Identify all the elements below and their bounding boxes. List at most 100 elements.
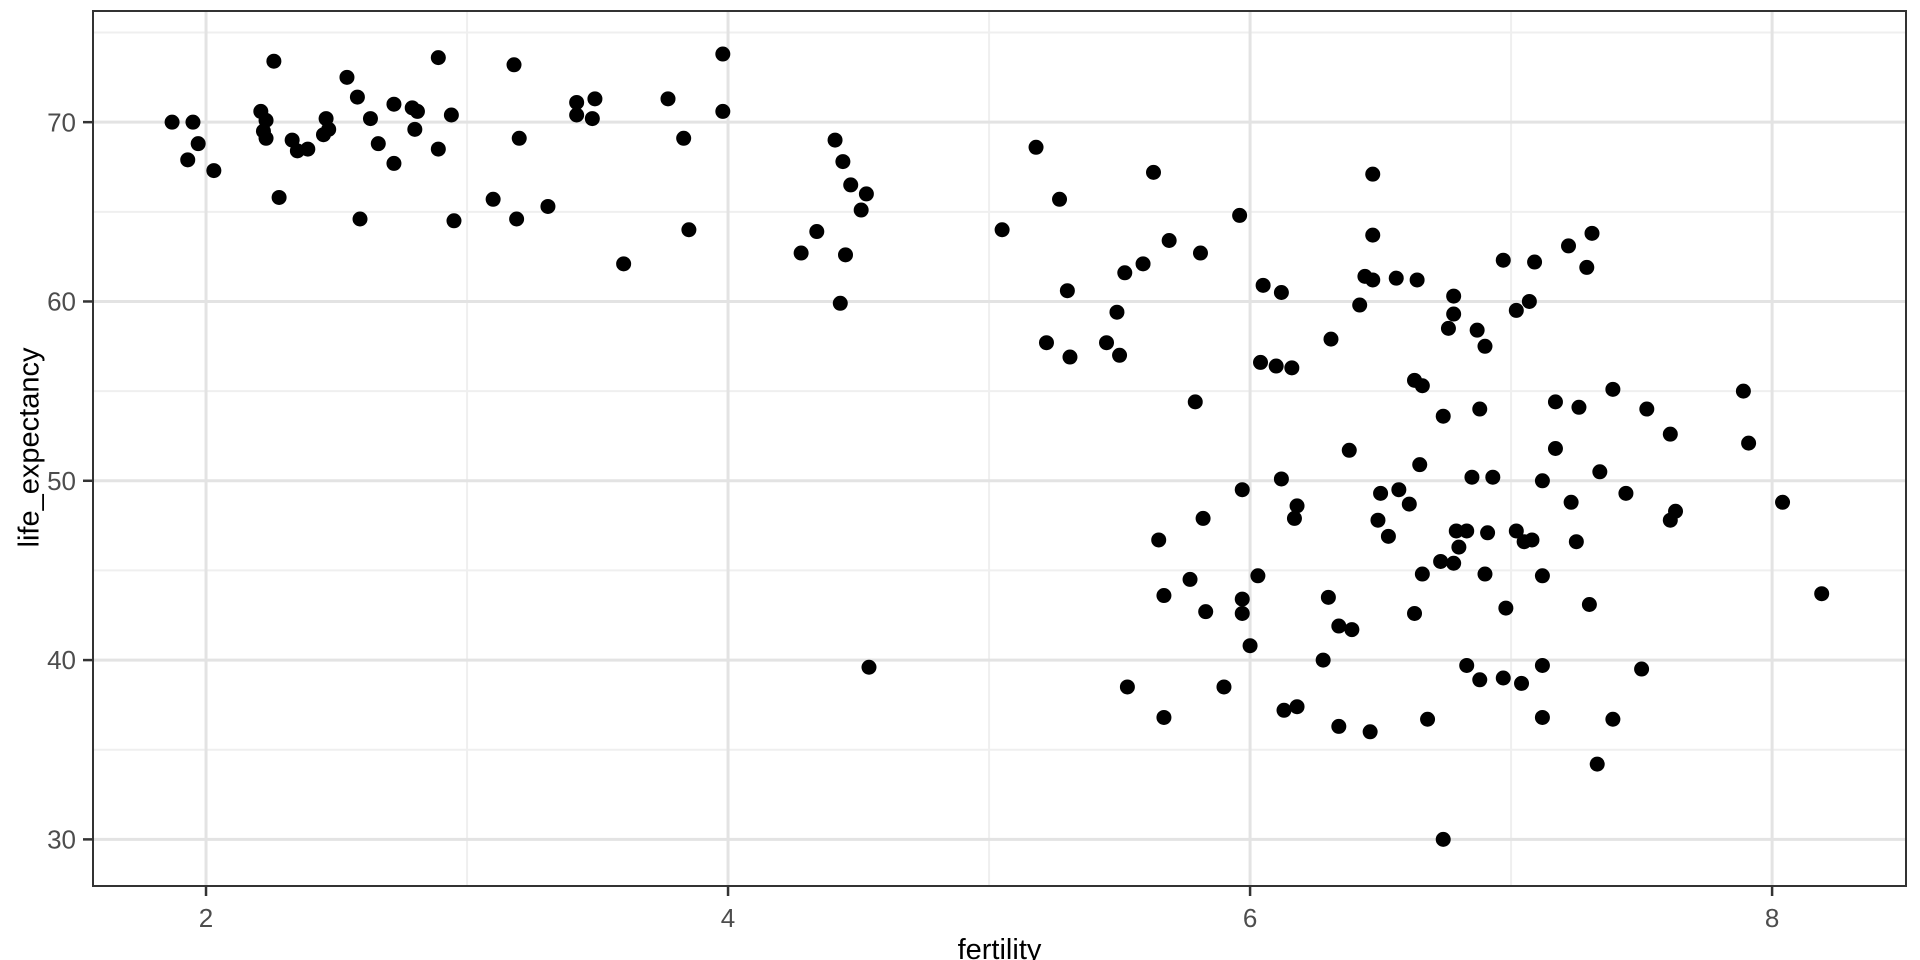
data-point	[1062, 349, 1078, 365]
data-point	[1547, 441, 1563, 456]
data-point	[1440, 320, 1456, 336]
data-point	[1362, 724, 1378, 740]
data-point	[1273, 285, 1289, 301]
data-point	[409, 103, 425, 119]
data-point	[1814, 586, 1830, 602]
data-point	[827, 132, 843, 148]
data-point	[271, 189, 287, 205]
data-point	[164, 114, 180, 130]
data-point	[349, 89, 365, 105]
data-point	[1234, 591, 1250, 607]
data-point	[1448, 523, 1464, 539]
data-point	[485, 191, 501, 207]
data-point	[1109, 304, 1125, 320]
data-point	[1508, 302, 1524, 318]
data-point	[1495, 252, 1511, 268]
y-tick-label: 30	[47, 824, 76, 854]
data-point	[1527, 254, 1543, 270]
data-point	[1668, 503, 1684, 519]
data-point	[1534, 657, 1550, 673]
y-tick-label: 60	[47, 287, 76, 317]
data-point	[190, 136, 206, 152]
panel-border	[92, 10, 1907, 887]
data-point	[1775, 494, 1791, 510]
data-point	[1234, 482, 1250, 498]
data-point	[861, 659, 877, 675]
data-point	[1514, 675, 1530, 691]
data-point	[1639, 401, 1655, 417]
data-point	[1618, 485, 1634, 501]
x-tick-label: 4	[721, 903, 735, 933]
data-point	[1232, 207, 1248, 223]
data-point	[1341, 442, 1357, 458]
x-tick-label: 8	[1765, 903, 1779, 933]
data-point	[1420, 711, 1436, 727]
data-point	[1561, 238, 1577, 254]
data-point	[1634, 661, 1650, 677]
data-point	[676, 130, 692, 146]
data-point	[1216, 679, 1232, 695]
data-point	[1391, 482, 1407, 498]
data-point	[430, 50, 446, 66]
data-point	[1117, 265, 1133, 281]
data-point	[1568, 534, 1584, 550]
data-point	[1433, 553, 1449, 569]
data-point	[1156, 709, 1172, 725]
data-point	[1370, 512, 1386, 528]
data-point	[1584, 225, 1600, 241]
data-point	[1182, 571, 1198, 587]
data-point	[1498, 600, 1514, 616]
data-point	[180, 152, 196, 168]
data-point	[509, 211, 525, 227]
data-point	[407, 121, 423, 137]
data-point	[1195, 510, 1211, 526]
data-point	[185, 114, 201, 130]
data-point	[1388, 270, 1404, 286]
data-point	[443, 107, 459, 123]
data-point	[1521, 293, 1537, 309]
data-point	[1112, 347, 1128, 363]
data-point	[1315, 652, 1331, 668]
data-point	[793, 245, 809, 261]
data-point	[1255, 277, 1271, 293]
data-point	[1412, 457, 1428, 473]
data-point	[1052, 191, 1068, 207]
data-point	[1662, 426, 1678, 442]
data-point	[1589, 756, 1605, 772]
data-point	[300, 141, 316, 157]
data-point	[1401, 496, 1417, 512]
y-tick-label: 40	[47, 645, 76, 675]
data-point	[584, 111, 600, 127]
data-point	[1579, 259, 1595, 275]
data-point	[835, 154, 851, 170]
data-point	[715, 103, 731, 119]
panel-background	[93, 11, 1906, 886]
data-point	[853, 202, 869, 218]
data-point	[1284, 360, 1300, 376]
data-point	[386, 96, 402, 112]
data-point	[1741, 435, 1757, 451]
data-point	[660, 91, 676, 107]
data-point	[1459, 657, 1475, 673]
data-point	[1289, 498, 1305, 514]
data-point	[1323, 331, 1339, 347]
data-point	[809, 224, 825, 240]
data-point	[1485, 469, 1501, 485]
x-axis-title: fertility	[957, 934, 1042, 960]
data-point	[1268, 358, 1284, 374]
data-point	[1373, 485, 1389, 501]
data-point	[1605, 711, 1621, 727]
data-point	[1187, 394, 1203, 410]
data-point	[1446, 555, 1462, 571]
data-point	[832, 295, 848, 311]
data-point	[587, 91, 603, 107]
data-point	[1472, 401, 1488, 417]
x-tick-label: 2	[199, 903, 213, 933]
data-point	[1472, 672, 1488, 688]
data-point	[386, 155, 402, 171]
data-point	[370, 136, 386, 152]
data-point	[1495, 670, 1511, 686]
data-point	[511, 130, 527, 146]
data-point	[352, 211, 368, 227]
